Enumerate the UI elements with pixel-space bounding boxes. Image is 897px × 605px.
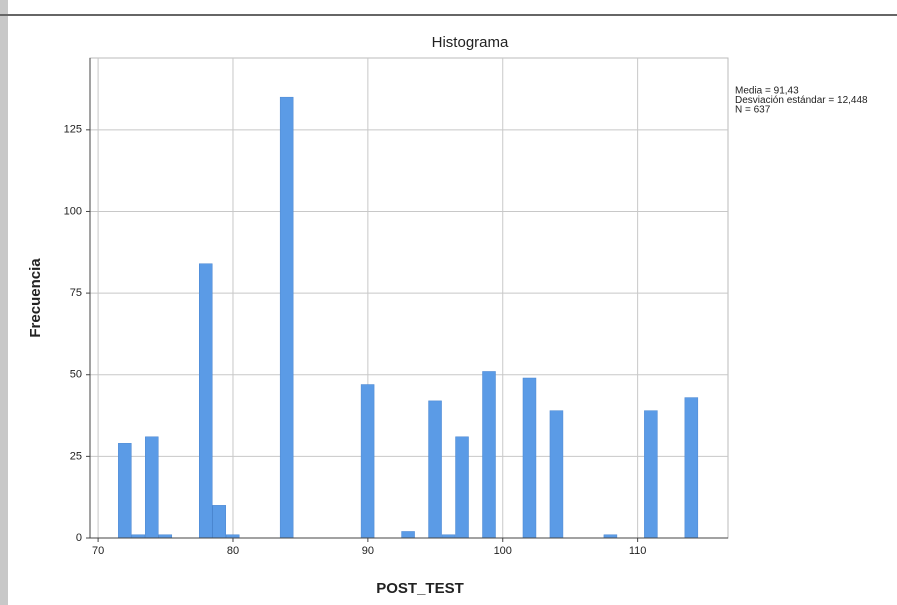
x-tick-label: 90 bbox=[362, 545, 374, 557]
bar bbox=[522, 377, 537, 539]
bar bbox=[212, 505, 226, 539]
bar bbox=[401, 531, 415, 539]
bar bbox=[455, 436, 469, 539]
bar bbox=[428, 400, 442, 539]
x-tick-label: 80 bbox=[227, 545, 239, 557]
y-tick-label: 0 bbox=[76, 532, 82, 544]
bar bbox=[684, 397, 699, 539]
window-frame bbox=[0, 0, 8, 605]
y-tick-label: 50 bbox=[70, 369, 82, 381]
annotation: Media = 91,43 bbox=[735, 86, 799, 97]
plot-area bbox=[89, 57, 729, 539]
annotation: Desviación estándar = 12,448 bbox=[735, 95, 868, 106]
x-tick-label: 110 bbox=[629, 545, 647, 557]
bar bbox=[118, 443, 132, 539]
x-tick-label: 70 bbox=[92, 545, 104, 557]
x-tick-label: 100 bbox=[494, 545, 512, 557]
bar bbox=[549, 410, 564, 539]
x-axis-label: POST_TEST bbox=[376, 580, 464, 597]
y-axis-label: Frecuencia bbox=[27, 258, 44, 338]
annotation: N = 637 bbox=[735, 105, 771, 116]
bar bbox=[199, 263, 213, 539]
y-tick-label: 25 bbox=[70, 450, 82, 462]
chart-title: Histograma bbox=[432, 34, 509, 51]
bar bbox=[360, 384, 375, 539]
y-tick-label: 100 bbox=[64, 205, 82, 217]
bar bbox=[279, 96, 294, 539]
y-tick-label: 75 bbox=[70, 287, 82, 299]
y-tick-label: 125 bbox=[64, 124, 82, 136]
bar bbox=[482, 371, 496, 539]
bar bbox=[145, 436, 159, 539]
bar bbox=[644, 410, 658, 539]
